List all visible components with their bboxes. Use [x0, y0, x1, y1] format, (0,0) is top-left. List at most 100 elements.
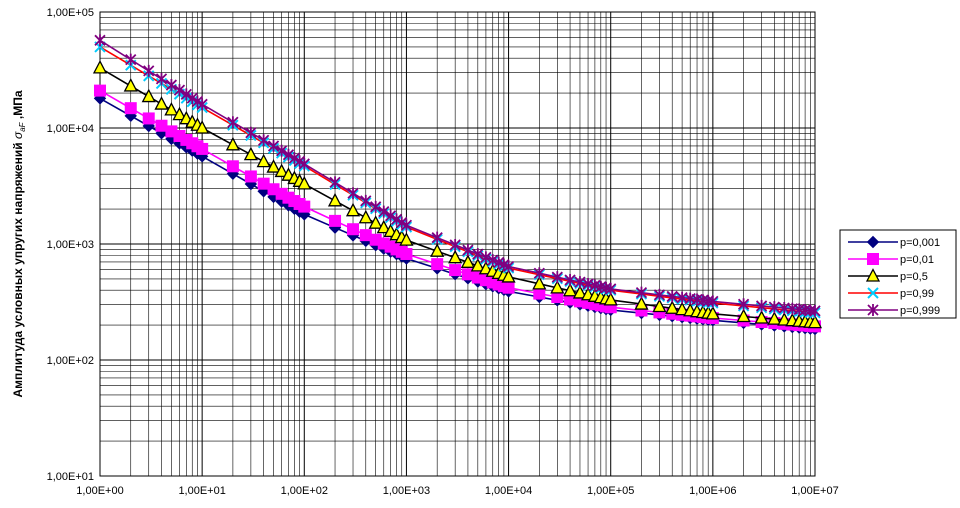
data-point-marker [705, 305, 720, 320]
data-point-marker [501, 269, 516, 283]
x-tick-label: 1,00E+04 [485, 485, 532, 497]
data-point-marker [666, 290, 678, 303]
data-point-marker [244, 170, 257, 183]
y-tick-label: 1,00E+03 [47, 239, 94, 251]
y-axis-tick-labels: 1,00E+01 1,00E+02 1,00E+03 1,00E+04 1,00E+05 [47, 7, 94, 483]
data-point-marker [707, 295, 719, 308]
data-point-marker [430, 243, 445, 257]
data-point-marker [94, 84, 106, 97]
data-point-marker [665, 300, 680, 314]
data-point-marker [550, 279, 565, 294]
data-point-marker [399, 232, 414, 246]
data-point-marker [155, 119, 168, 132]
data-point-marker [652, 298, 667, 313]
y-axis-label: Амплитуда условных упругих напряжений σa… [11, 90, 27, 397]
data-point-marker [533, 267, 545, 280]
y-axis-label-subscript: aF [18, 121, 27, 131]
data-point-marker [572, 285, 588, 299]
data-point-marker [196, 98, 208, 111]
legend-item: p=0,01 [848, 253, 934, 266]
data-point-marker [180, 88, 192, 101]
data-point-marker [124, 102, 137, 115]
data-point-marker [368, 215, 383, 229]
data-point-marker [635, 286, 648, 299]
plot-border [99, 11, 816, 477]
data-point-marker [243, 146, 258, 161]
data-point-marker [143, 64, 155, 77]
data-point-marker [282, 148, 295, 161]
data-point-marker [736, 308, 751, 323]
data-point-marker [767, 311, 782, 325]
legend-box [839, 229, 957, 319]
data-point-marker [390, 213, 403, 226]
data-point-marker [370, 200, 382, 213]
data-point-marker [123, 78, 138, 92]
x-tick-label: 1,00E+01 [178, 485, 225, 497]
data-point-marker [582, 277, 594, 290]
data-point-marker [462, 244, 474, 257]
legend-label: p=0,999 [900, 305, 940, 317]
data-point-marker [266, 159, 281, 173]
legend-item: p=0,5 [848, 268, 928, 283]
series-4 [94, 34, 821, 317]
data-point-marker [533, 287, 546, 300]
x-tick-label: 1,00E+07 [791, 485, 838, 497]
data-point-marker [227, 116, 239, 129]
data-point-marker [226, 160, 239, 173]
legend-item: p=0,99 [848, 287, 934, 300]
data-point-marker [470, 257, 485, 272]
data-point-marker [267, 139, 280, 152]
legend-marker [866, 235, 880, 249]
data-point-marker [502, 260, 515, 273]
data-point-marker [400, 247, 413, 260]
legend-label: p=0,001 [900, 237, 940, 249]
legend-marker [867, 304, 879, 316]
data-point-marker [327, 192, 343, 207]
data-point-marker [502, 281, 515, 294]
data-point-marker [564, 273, 576, 286]
data-point-marker [329, 214, 342, 227]
legend: p=0,001 p=0,01 p=0,5 p=0,99 p=0,999 [839, 229, 957, 319]
data-point-marker [275, 144, 288, 157]
data-point-marker [186, 92, 198, 105]
data-point-marker [245, 126, 257, 139]
legend-label: p=0,99 [900, 288, 934, 300]
data-point-marker [298, 157, 310, 170]
legend-label: p=0,5 [900, 271, 928, 283]
data-point-marker [472, 248, 484, 261]
y-axis-label-suffix: ,МПа [11, 90, 25, 122]
data-point-marker [258, 134, 270, 147]
data-point-marker [360, 194, 372, 207]
data-point-marker [449, 264, 462, 277]
data-point-marker [378, 205, 390, 218]
y-tick-label: 1,00E+02 [47, 355, 94, 367]
series-1 [94, 84, 821, 333]
x-tick-label: 1,00E+05 [587, 485, 634, 497]
data-point-marker [480, 251, 492, 264]
data-point-marker [359, 229, 372, 242]
data-point-marker [768, 301, 780, 314]
y-tick-label: 1,00E+05 [47, 7, 94, 19]
x-tick-label: 1,00E+06 [689, 485, 736, 497]
data-point-marker [347, 187, 359, 200]
data-point-marker [448, 249, 463, 264]
legend-marker [865, 268, 881, 282]
data-point-marker [274, 163, 289, 178]
x-tick-label: 1,00E+02 [281, 485, 328, 497]
legend-marker [867, 253, 879, 265]
data-point-marker [400, 219, 413, 232]
legend-item: p=0,999 [848, 304, 940, 317]
data-point-marker [755, 299, 768, 312]
data-point-marker [141, 88, 156, 103]
data-point-marker [737, 298, 750, 311]
data-point-marker [125, 53, 137, 66]
series-line [99, 39, 816, 312]
data-point-marker [288, 152, 301, 165]
data-point-marker [431, 231, 443, 244]
data-point-marker [297, 175, 312, 190]
data-point-marker [345, 202, 361, 217]
series-2 [92, 59, 823, 329]
data-point-marker [142, 112, 155, 125]
